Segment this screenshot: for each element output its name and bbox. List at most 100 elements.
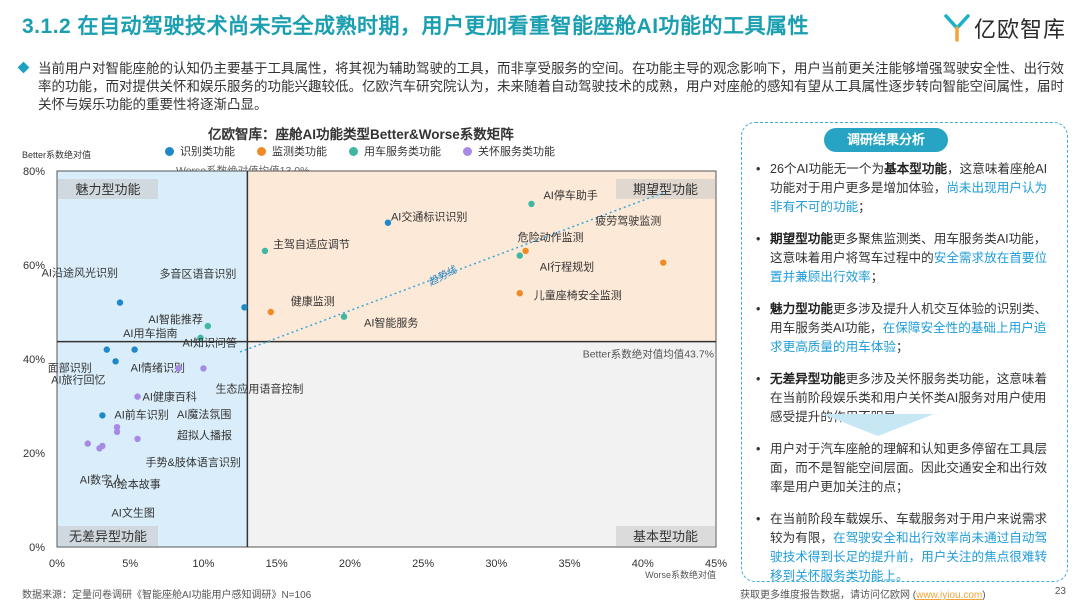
data-point-3: [200, 365, 207, 372]
legend-label: 识别类功能: [180, 146, 235, 158]
analysis-text: 安全需求放在首要位置并兼顾出行效率: [770, 251, 1048, 284]
y-tick-label: 0%: [29, 542, 45, 554]
data-label: AI智能服务: [364, 316, 418, 330]
analysis-text: ；: [895, 340, 909, 354]
quadrant-label-charm-bg: [58, 179, 158, 199]
legend-label: 关怀服务类功能: [478, 146, 555, 158]
data-label: AI前车识别: [114, 407, 168, 421]
analysis-text: 在驾驶安全和出行效率尚未通过自动驾驶技术得到长足的提升前，用户关注的焦点很难转移…: [770, 531, 1048, 583]
data-source: 数据来源：定量问卷调研《智能座舱AI功能用户感知调研》N=106: [22, 590, 312, 601]
quadrant-expected: [247, 171, 716, 342]
analysis-item: • 魅力型功能更多涉及提升人机交互体验的识别类、用车服务类AI功能，在保障安全性的…: [754, 300, 1054, 357]
bullet-icon: •: [756, 302, 761, 316]
quadrant-label-expected: 期望型功能: [633, 182, 698, 197]
data-label: AI数字人: [80, 473, 123, 487]
data-label: AI停车助手: [543, 188, 597, 202]
down-arrow-icon: [822, 414, 934, 436]
data-point-0: [112, 358, 119, 365]
analysis-text: 在当前阶段车载娱乐、车载服务对于用户来说需求较为有限，: [770, 512, 1048, 545]
data-point-1: [267, 308, 275, 316]
analysis-text: 期望型功能: [770, 232, 833, 246]
legend-dot-icon: [349, 146, 358, 156]
quadrant-label-indifferent: 无差异型功能: [69, 529, 147, 544]
summary-paragraph: 当前用户对智能座舱的认知仍主要基于工具属性，将其视为辅助驾驶的工具，而非享受服务…: [17, 60, 1068, 114]
data-point-0: [241, 304, 248, 311]
legend-label: 监测类功能: [272, 146, 327, 158]
x-tick-label: 25%: [412, 558, 434, 570]
data-point-0: [99, 412, 106, 419]
x-tick-label: 15%: [266, 558, 288, 570]
data-point-2: [516, 252, 523, 259]
quadrant-label-charm: 魅力型功能: [75, 182, 140, 197]
footer-suffix: ): [982, 590, 986, 601]
data-point-3: [134, 435, 141, 443]
data-point-0: [384, 219, 392, 226]
data-point-0: [116, 299, 124, 306]
y-tick-label: 20%: [23, 448, 45, 460]
summary-text: 当前用户对智能座舱的认知仍主要基于工具属性，将其视为辅助驾驶的工具，而非享受服务…: [38, 61, 1064, 112]
legend-item: 识别类功能: [165, 143, 235, 159]
logo-text: 亿欧智库: [973, 17, 1066, 42]
data-point-3: [134, 393, 141, 400]
analysis-text: 26个AI功能无一个为: [770, 162, 885, 176]
analysis-text: 用户对于汽车座舱的理解和认知更多停留在工具层面，而不是智能空间层面。因此交通安全…: [770, 442, 1048, 494]
analysis-text: ；: [858, 200, 871, 214]
data-point-3: [113, 428, 121, 436]
data-point-2: [340, 313, 348, 320]
data-point-0: [131, 346, 138, 353]
data-label: AI沿途风光识别: [42, 266, 118, 280]
legend-dot-icon: [257, 146, 266, 156]
brand-logo: 亿欧智库: [944, 12, 1066, 44]
footer-note: 获取更多维度报告数据，请访问亿欧网 (www.iyiou.com): [740, 586, 986, 601]
data-point-3: [113, 423, 121, 431]
analysis-text: 基本型功能: [884, 162, 948, 176]
legend-label: 用车服务类功能: [364, 146, 441, 158]
analysis-text: 更多聚焦监测类、用车服务类AI功能，这意味着用户将驾车过程中的: [770, 232, 1047, 265]
y-tick-label: 60%: [23, 260, 45, 272]
chart-title: 亿欧智库：座舱AI功能类型Better&Worse系数矩阵: [208, 127, 514, 142]
legend-dot-icon: [463, 146, 472, 156]
legend-item: 用车服务类功能: [349, 143, 441, 159]
data-label: AI健康百科: [143, 390, 197, 404]
quadrant-basic: [247, 341, 716, 547]
analysis-item: • 用户对于汽车座舱的理解和认知更多停留在工具层面，而不是智能空间层面。因此交通安…: [754, 440, 1054, 497]
data-label: 生态应用语音控制: [215, 381, 303, 395]
x-tick-label: 30%: [485, 558, 507, 570]
data-point-3: [175, 365, 182, 372]
analysis-text: ，这意味着座舱AI功能对于用户更多是增加体验，: [770, 162, 1048, 195]
data-label: AI绘本故事: [106, 477, 160, 491]
data-label: 超拟人播报: [177, 428, 232, 442]
x-tick-label: 35%: [559, 558, 581, 570]
data-point-1: [522, 247, 529, 255]
bullet-icon: •: [756, 442, 761, 456]
x-tick-label: 45%: [705, 558, 727, 570]
legend-item: 监测类功能: [257, 143, 327, 159]
data-point-2: [204, 322, 212, 330]
bullet-icon: •: [756, 232, 761, 246]
analysis-panel: [741, 122, 1068, 582]
footer-link[interactable]: www.iyiou.com: [916, 590, 983, 601]
data-label: AI用车指南: [123, 326, 177, 340]
x-tick-label: 0%: [49, 558, 65, 570]
data-label: AI知识问答: [183, 335, 237, 349]
data-label: 手势&肢体语言识别: [146, 455, 241, 469]
data-point-3: [96, 445, 103, 452]
data-label: AI魔法氛围: [177, 407, 231, 421]
data-label: 面部识别: [48, 361, 92, 375]
data-label: AI旅行回忆: [51, 372, 105, 386]
analysis-panel-title: 调研结果分析: [824, 128, 948, 152]
analysis-text: 无差异型功能: [770, 372, 846, 386]
y-tick-label: 80%: [23, 166, 45, 178]
analysis-list-secondary: • 用户对于汽车座舱的理解和认知更多停留在工具层面，而不是智能空间层面。因此交通安…: [754, 440, 1054, 599]
data-label: AI情绪识别: [131, 361, 185, 375]
analysis-text: 魅力型功能: [770, 302, 833, 316]
data-label: 儿童座椅安全监测: [534, 288, 622, 302]
analysis-item: • 期望型功能更多聚焦监测类、用车服务类AI功能，这意味着用户将驾车过程中的安全需…: [754, 230, 1054, 287]
analysis-text: 尚未出现用户认为非有不可的功能: [770, 181, 1048, 214]
data-point-2: [197, 334, 204, 342]
y-threshold-label: Better系数绝对值均值43.7%: [583, 348, 714, 361]
chart-y-axis-label: Better系数绝对值: [22, 150, 92, 160]
data-label: 主驾自适应调节: [273, 237, 350, 251]
x-tick-label: 10%: [192, 558, 214, 570]
